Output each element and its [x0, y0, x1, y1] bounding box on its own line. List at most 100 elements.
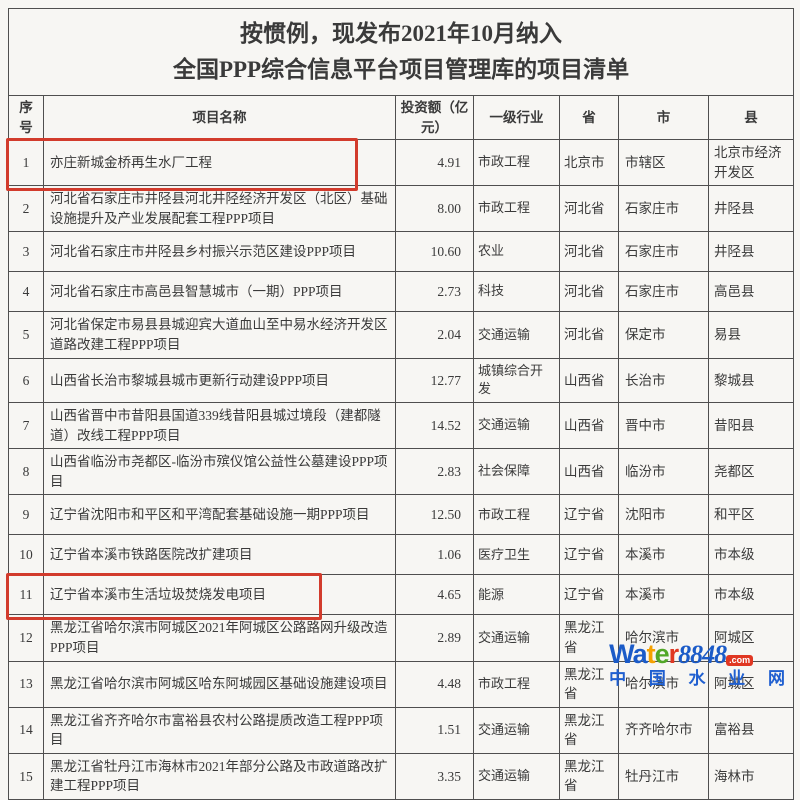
table-row: 6 山西省长治市黎城县城市更新行动建设PPP项目 12.77 城镇综合开发 山西… [8, 357, 795, 404]
cell-project-name: 黑龙江省齐齐哈尔市富裕县农村公路提质改造工程PPP项目 [43, 706, 396, 754]
cell-city: 石家庄市 [618, 231, 709, 273]
cell-industry: 城镇综合开发 [473, 357, 560, 404]
cell-province: 黑龙江省 [559, 614, 619, 662]
cell-investment-amount: 2.83 [395, 448, 474, 496]
title-line-1: 按惯例，现发布2021年10月纳入 [240, 21, 563, 47]
table-row: 1 亦庄新城金桥再生水厂工程 4.91 市政工程 北京市 市辖区 北京市经济开发… [6, 138, 795, 192]
table-row: 3 河北省石家庄市井陉县乡村振兴示范区建设PPP项目 10.60 农业 河北省 … [8, 231, 795, 273]
cell-project-name: 黑龙江省牡丹江市海林市2021年部分公路及市政道路改扩建工程PPP项目 [43, 752, 396, 800]
watermark-number: 8848 [678, 640, 727, 669]
cell-province: 河北省 [559, 231, 619, 273]
cell-investment-amount: 2.89 [395, 614, 474, 662]
cell-industry: 医疗卫生 [473, 534, 560, 576]
header-project-name: 项目名称 [43, 94, 396, 141]
cell-project-name: 辽宁省本溪市铁路医院改扩建项目 [43, 534, 396, 576]
cell-serial-number: 5 [8, 311, 44, 359]
cell-county: 昔阳县 [707, 402, 795, 450]
cell-serial-number: 2 [8, 185, 44, 233]
watermark-logo-letters: Water [609, 639, 679, 669]
cell-industry: 交通运输 [473, 706, 560, 754]
table-row: 10 辽宁省本溪市铁路医院改扩建项目 1.06 医疗卫生 辽宁省 本溪市 市本级 [8, 534, 795, 576]
cell-investment-amount: 4.65 [395, 574, 474, 616]
cell-industry: 科技 [473, 271, 560, 313]
table-row: 5 河北省保定市易县县城迎宾大道血山至中易水经济开发区道路改建工程PPP项目 2… [8, 311, 795, 359]
site-watermark: Water8848 .com 中 国 水 业 网 [609, 641, 794, 689]
cell-city: 哈尔滨市 [618, 660, 709, 708]
cell-city: 齐齐哈尔市 [618, 706, 709, 754]
cell-county: 北京市经济开发区 [707, 139, 795, 187]
cell-investment-amount: 12.77 [395, 357, 474, 404]
cell-province: 辽宁省 [559, 574, 619, 616]
cell-industry: 市政工程 [473, 494, 560, 536]
cell-county: 富裕县 [707, 706, 795, 754]
cell-province: 黑龙江省 [559, 752, 619, 800]
logo-letter: r [668, 639, 679, 669]
cell-county: 市本级 [707, 574, 795, 616]
cell-investment-amount: 3.35 [395, 752, 474, 800]
cell-county: 阿城区 [707, 614, 795, 662]
table-row: 2 河北省石家庄市井陉县河北井陉经济开发区（北区）基础设施提升及产业发展配套工程… [8, 185, 795, 233]
table-header-row: 序号 项目名称 投资额（亿元） 一级行业 省 市 县 [8, 94, 795, 141]
header-investment: 投资额（亿元） [395, 94, 474, 141]
cell-investment-amount: 10.60 [395, 231, 474, 273]
table-row: 13 黑龙江省哈尔滨市阿城区哈东阿城园区基础设施建设项目 4.48 市政工程 黑… [8, 660, 795, 708]
table-row: 4 河北省石家庄市高邑县智慧城市（一期）PPP项目 2.73 科技 河北省 石家… [8, 271, 795, 313]
cell-industry: 交通运输 [473, 752, 560, 800]
header-industry: 一级行业 [473, 94, 560, 141]
cell-serial-number: 6 [8, 357, 44, 404]
cell-province: 黑龙江省 [559, 660, 619, 708]
cell-investment-amount: 1.06 [395, 534, 474, 576]
cell-project-name: 黑龙江省哈尔滨市阿城区2021年阿城区公路路网升级改造PPP项目 [43, 614, 396, 662]
cell-serial-number: 3 [8, 231, 44, 273]
cell-industry: 市政工程 [473, 139, 560, 187]
cell-project-name: 辽宁省本溪市生活垃圾焚烧发电项目 [43, 574, 396, 616]
cell-city: 石家庄市 [618, 271, 709, 313]
table-row: 7 山西省晋中市昔阳县国道339线昔阳县城过境段（建都隧道）改线工程PPP项目 … [8, 402, 795, 450]
cell-project-name: 山西省长治市黎城县城市更新行动建设PPP项目 [43, 357, 396, 404]
cell-city: 临汾市 [618, 448, 709, 496]
watermark-subtitle: 中 国 水 业 网 [609, 669, 794, 688]
cell-county: 黎城县 [707, 357, 795, 404]
cell-county: 和平区 [707, 494, 795, 536]
cell-project-name: 河北省保定市易县县城迎宾大道血山至中易水经济开发区道路改建工程PPP项目 [43, 311, 396, 359]
cell-industry: 交通运输 [473, 614, 560, 662]
logo-letter: e [654, 639, 670, 669]
cell-industry: 能源 [473, 574, 560, 616]
cell-industry: 市政工程 [473, 660, 560, 708]
watermark-logo: Water8848 .com [609, 641, 794, 668]
cell-serial-number: 1 [6, 138, 358, 192]
cell-project-name: 辽宁省沈阳市和平区和平湾配套基础设施一期PPP项目 [43, 494, 396, 536]
ppp-project-table: 按惯例，现发布2021年10月纳入 全国PPP综合信息平台项目管理库的项目清单 … [6, 8, 795, 800]
cell-serial-number: 4 [8, 271, 44, 313]
table-row: 15 黑龙江省牡丹江市海林市2021年部分公路及市政道路改扩建工程PPP项目 3… [8, 752, 795, 800]
cell-project-name: 河北省石家庄市井陉县乡村振兴示范区建设PPP项目 [43, 231, 396, 273]
cell-investment-amount: 2.73 [395, 271, 474, 313]
cell-province: 山西省 [559, 448, 619, 496]
cell-project-name: 亦庄新城金桥再生水厂工程 [43, 139, 396, 187]
cell-serial-number: 10 [8, 534, 44, 576]
table-row: 12 黑龙江省哈尔滨市阿城区2021年阿城区公路路网升级改造PPP项目 2.89… [8, 614, 795, 662]
cell-serial-number: 15 [8, 752, 44, 800]
logo-letter: t [646, 639, 656, 669]
cell-city: 本溪市 [618, 534, 709, 576]
cell-city: 长治市 [618, 357, 709, 404]
cell-serial-number: 8 [8, 448, 44, 496]
cell-city: 市辖区 [618, 139, 709, 187]
cell-city: 本溪市 [618, 574, 709, 616]
cell-city: 石家庄市 [618, 185, 709, 233]
cell-project-name: 山西省晋中市昔阳县国道339线昔阳县城过境段（建都隧道）改线工程PPP项目 [43, 402, 396, 450]
cell-serial-number: 14 [8, 706, 44, 754]
cell-investment-amount: 12.50 [395, 494, 474, 536]
cell-province: 河北省 [559, 311, 619, 359]
cell-province: 北京市 [559, 139, 619, 187]
cell-industry: 农业 [473, 231, 560, 273]
cell-county: 尧都区 [707, 448, 795, 496]
cell-industry: 市政工程 [473, 185, 560, 233]
cell-county: 市本级 [707, 534, 795, 576]
cell-investment-amount: 4.91 [395, 139, 474, 187]
cell-investment-amount: 14.52 [395, 402, 474, 450]
cell-county: 井陉县 [707, 185, 795, 233]
cell-province: 辽宁省 [559, 534, 619, 576]
cell-industry: 交通运输 [473, 311, 560, 359]
cell-industry: 社会保障 [473, 448, 560, 496]
